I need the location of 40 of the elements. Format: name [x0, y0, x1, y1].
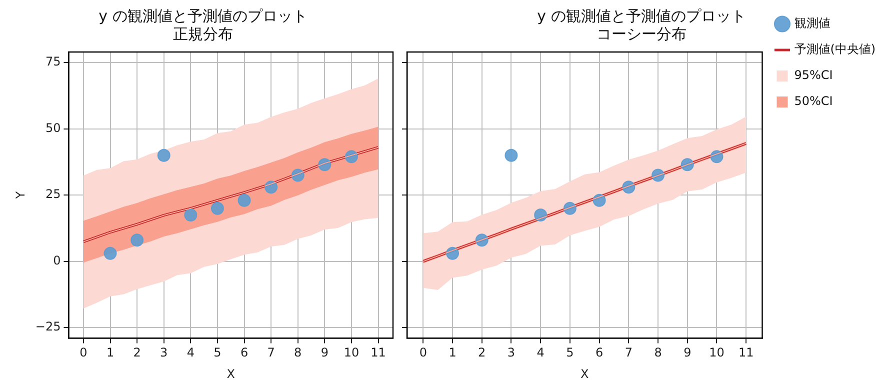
x-tick-label: 2: [133, 346, 141, 360]
x-tick-label: 8: [654, 346, 662, 360]
y-tick-label: −25: [35, 320, 61, 334]
x-axis-title: X: [226, 366, 235, 381]
x-tick-label: 10: [709, 346, 724, 360]
y-tick-label: 75: [45, 54, 61, 69]
x-tick-label: 1: [448, 346, 456, 360]
legend-label: 予測値(中央値): [794, 42, 876, 56]
x-tick-label: 9: [320, 346, 328, 360]
x-tick-label: 1: [106, 346, 114, 360]
y-tick-label: 50: [45, 120, 61, 135]
x-tick-label: 9: [684, 346, 692, 360]
x-tick-label: 5: [566, 346, 574, 360]
x-tick-label: 4: [536, 346, 544, 360]
x-axis-title: X: [580, 366, 589, 381]
chart-title: y の観測値と予測値のプロット: [537, 6, 746, 25]
legend-label: 50%CI: [794, 94, 833, 108]
x-tick-label: 3: [507, 346, 516, 360]
chart-subtitle: コーシー分布: [596, 24, 686, 43]
x-tick-label: 4: [186, 346, 194, 360]
x-tick-label: 0: [419, 346, 427, 360]
x-tick-label: 11: [738, 346, 754, 360]
x-tick-label: 6: [595, 346, 604, 360]
x-tick-label: 6: [240, 346, 248, 360]
chart-subtitle: 正規分布: [173, 24, 233, 43]
chart-title: y の観測値と予測値のプロット: [98, 6, 308, 25]
y-axis-title: Y: [13, 190, 28, 200]
legend-label: 観測値: [794, 16, 830, 30]
x-tick-label: 10: [344, 346, 360, 360]
y-tick-label: 25: [45, 187, 61, 202]
x-tick-label: 0: [80, 346, 88, 360]
x-tick-label: 5: [214, 346, 222, 360]
x-tick-label: 7: [267, 346, 275, 360]
x-tick-label: 7: [624, 346, 632, 360]
x-tick-label: 2: [478, 346, 486, 360]
x-tick-label: 8: [294, 346, 302, 360]
x-tick-label: 3: [160, 346, 168, 360]
y-tick-label: 0: [53, 253, 61, 268]
x-tick-label: 11: [370, 346, 386, 360]
legend-label: 95%CI: [794, 68, 833, 82]
